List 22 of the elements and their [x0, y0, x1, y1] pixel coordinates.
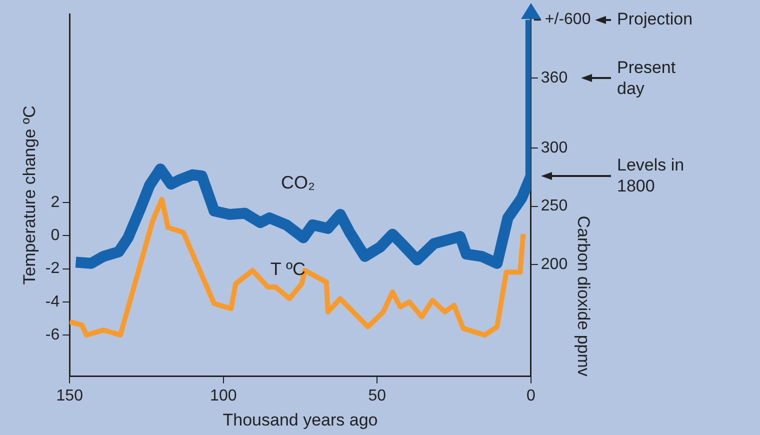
y2-tick-label: 300 — [540, 139, 568, 156]
y-tick-label: -2 — [45, 260, 60, 278]
x-tick-label: 50 — [368, 387, 386, 404]
text: Levels in 1800 — [617, 156, 684, 196]
series-label: T ºC — [270, 258, 306, 279]
y-tick-label: -6 — [45, 326, 60, 344]
text: Present day — [617, 58, 676, 98]
y2-tick-label: 200 — [540, 256, 568, 273]
text: +/-600 — [544, 11, 591, 28]
y-tick-label: 2 — [50, 194, 60, 212]
x-tick-label: 100 — [210, 387, 237, 404]
y2-tick-label: 250 — [540, 198, 568, 215]
text: Projection — [617, 10, 693, 29]
y-axis-title: Temperature change ºC — [20, 106, 39, 285]
series-label: CO₂ — [280, 172, 315, 192]
y2-tick-label: 360 — [540, 69, 568, 86]
x-axis-title: Thousand years ago — [222, 410, 378, 430]
y-tick-label: 0 — [50, 227, 60, 244]
x-tick-label: 0 — [526, 387, 536, 404]
y2-axis-title: Carbon dioxide ppmv — [574, 216, 594, 377]
y-tick-label: -4 — [45, 293, 60, 310]
x-tick-label: 150 — [56, 387, 84, 404]
